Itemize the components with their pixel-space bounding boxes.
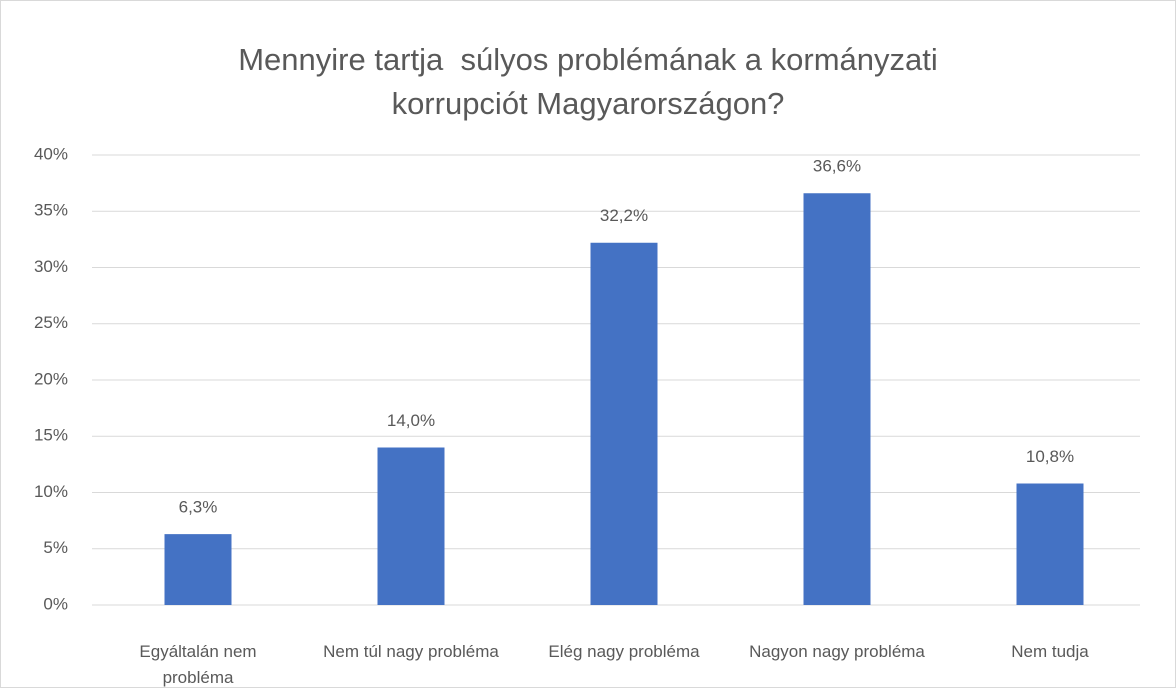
x-tick-label: Nem tudja <box>1011 642 1089 661</box>
y-tick-label: 35% <box>34 201 68 220</box>
x-tick-label: Nem túl nagy probléma <box>323 642 499 661</box>
y-tick-label: 10% <box>34 482 68 501</box>
data-label: 10,8% <box>1026 447 1074 466</box>
bar <box>1016 483 1084 605</box>
y-tick-label: 40% <box>34 144 68 163</box>
y-tick-label: 25% <box>34 313 68 332</box>
x-tick-label: Egyáltalán nem probléma <box>139 642 257 687</box>
bar <box>164 534 232 605</box>
bar <box>590 242 658 605</box>
y-tick-label: 20% <box>34 369 68 388</box>
data-label: 32,2% <box>600 206 648 225</box>
data-label: 14,0% <box>387 411 435 430</box>
chart-title: Mennyire tartja súlyos problémának a kor… <box>238 42 947 121</box>
bar <box>803 193 871 605</box>
y-tick-label: 30% <box>34 257 68 276</box>
y-tick-label: 15% <box>34 426 68 445</box>
y-tick-label: 0% <box>43 594 68 613</box>
y-tick-label: 5% <box>43 538 68 557</box>
x-tick-label: Elég nagy probléma <box>548 642 700 661</box>
data-label: 36,6% <box>813 157 861 176</box>
data-label: 6,3% <box>179 498 218 517</box>
bar <box>377 447 445 605</box>
x-tick-label: Nagyon nagy probléma <box>749 642 925 661</box>
